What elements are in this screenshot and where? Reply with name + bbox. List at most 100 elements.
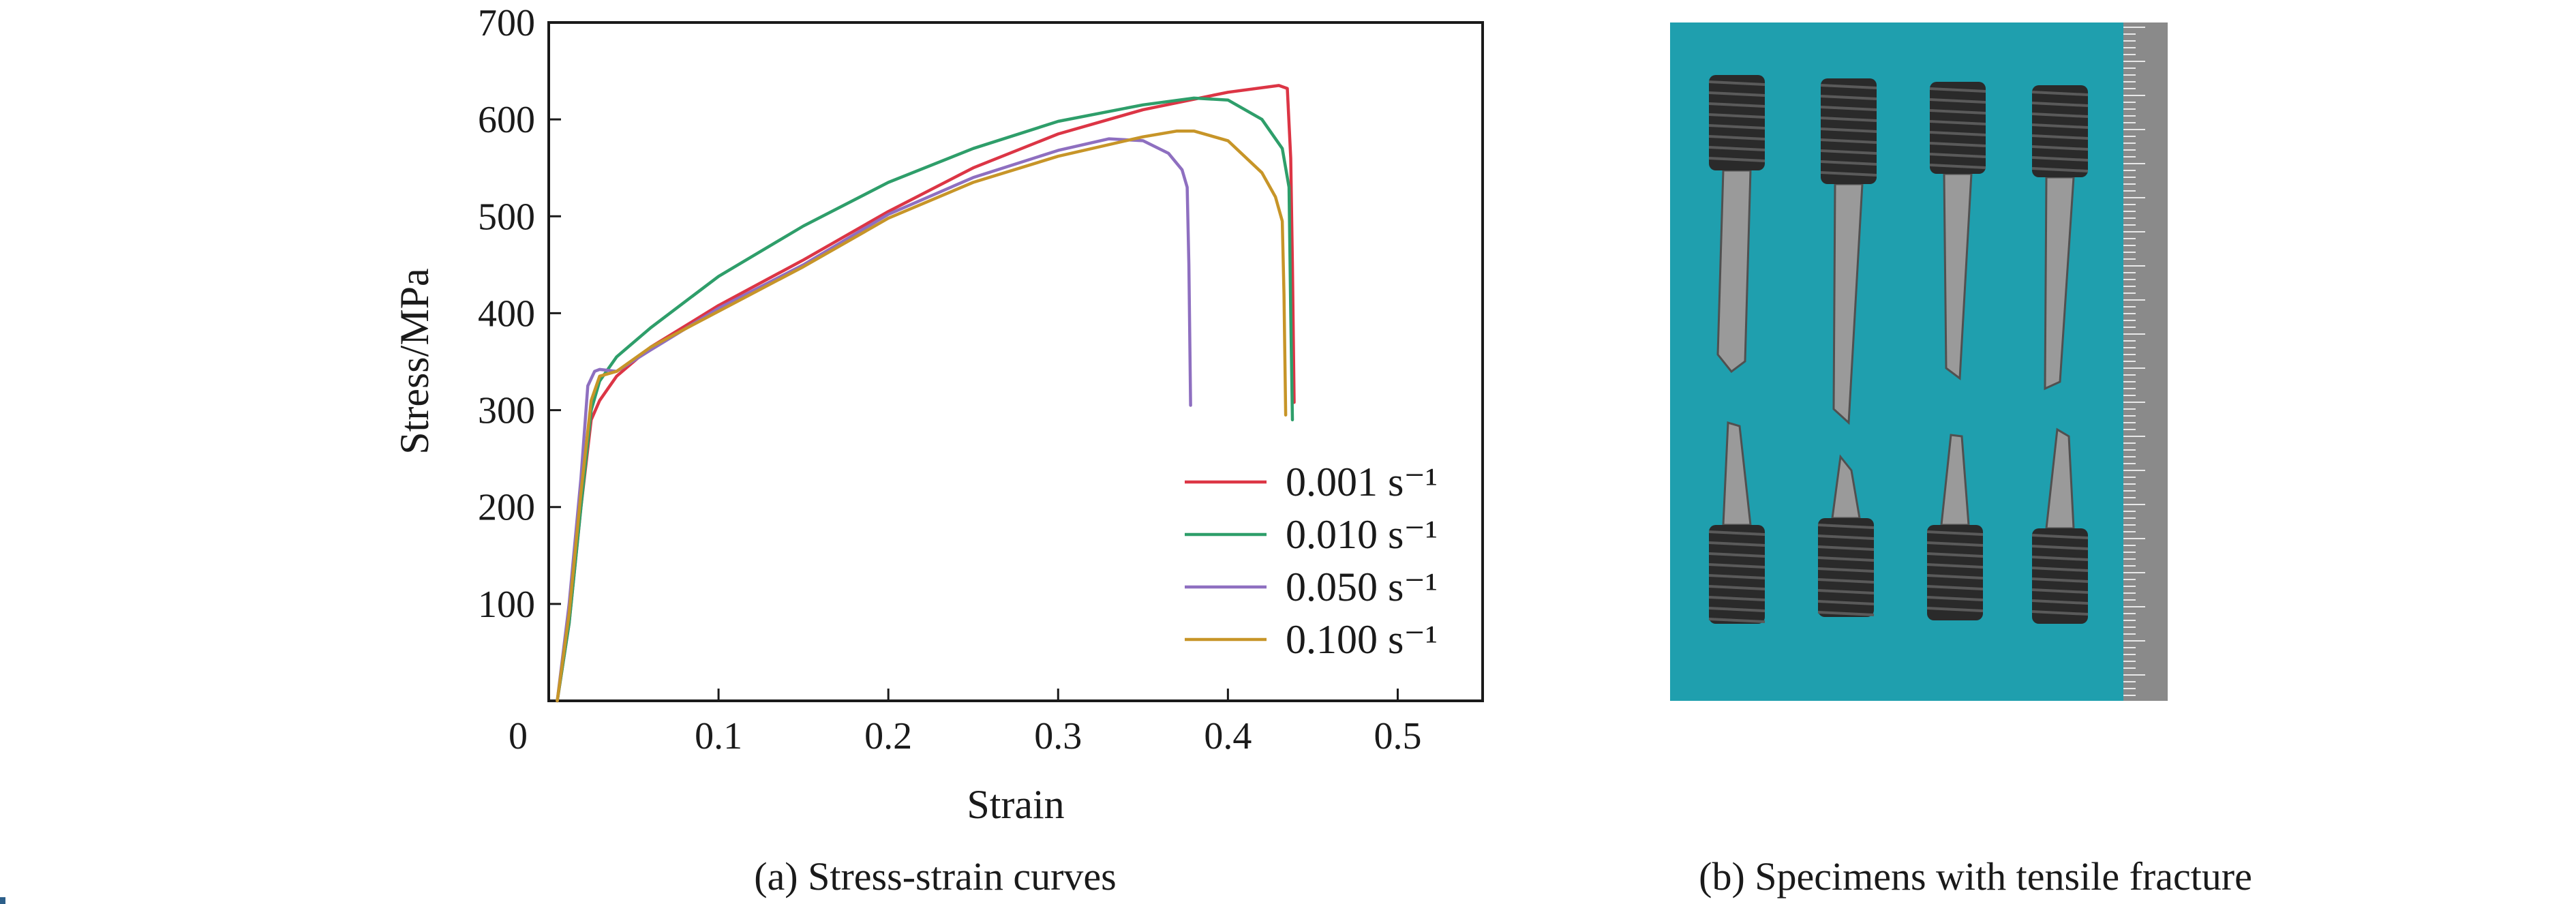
thread-ridge bbox=[1926, 607, 1984, 612]
thread-ridge bbox=[2031, 556, 2089, 561]
thread-ridge bbox=[1708, 563, 1766, 569]
thread-ridge bbox=[1929, 153, 1986, 158]
specimen-top-3 bbox=[1929, 82, 1986, 380]
x-tick-label: 0.4 bbox=[1204, 715, 1252, 757]
thread-ridge bbox=[1820, 84, 1877, 89]
thread-ridge bbox=[2031, 534, 2089, 539]
thread-ridge bbox=[1708, 552, 1766, 558]
thread-ridge bbox=[2031, 123, 2089, 129]
y-tick-label: 700 bbox=[478, 2, 535, 44]
chart-legend: 0.001 s⁻¹ 0.010 s⁻¹ 0.050 s⁻¹ 0.100 s⁻¹ bbox=[1185, 459, 1438, 662]
thread-ridge bbox=[1929, 87, 1986, 93]
x-axis-ticks: 0 0.1 0.2 0.3 0.4 0.5 bbox=[509, 689, 1421, 757]
thread-ridge bbox=[1708, 596, 1766, 601]
thread-ridge bbox=[1926, 552, 1984, 558]
thread-ridge bbox=[1820, 127, 1877, 133]
thread-ridge bbox=[1929, 142, 1986, 147]
x-tick-label: 0.2 bbox=[864, 715, 912, 757]
x-axis-label: Strain bbox=[967, 782, 1064, 827]
thread-ridge bbox=[1708, 541, 1766, 547]
thread-ridge bbox=[2031, 610, 2089, 616]
specimen-thread bbox=[2032, 85, 2088, 177]
thread-ridge bbox=[1929, 164, 1986, 169]
thread-ridge bbox=[2031, 567, 2089, 572]
ruler bbox=[2123, 22, 2168, 701]
thread-ridge bbox=[1820, 160, 1877, 166]
specimen-thread bbox=[2032, 528, 2088, 624]
specimen-thread bbox=[1709, 75, 1765, 170]
thread-ridge bbox=[1926, 574, 1984, 579]
thread-ridge bbox=[1817, 600, 1875, 605]
thread-ridge bbox=[1708, 574, 1766, 579]
specimen-thread bbox=[1927, 525, 1983, 620]
thread-ridge bbox=[2031, 112, 2089, 118]
y-tick-label: 300 bbox=[478, 390, 535, 432]
thread-ridge bbox=[1926, 585, 1984, 590]
thread-ridge bbox=[2031, 599, 2089, 605]
caption-a: (a) Stress-strain curves bbox=[754, 854, 1117, 899]
y-tick-label: 500 bbox=[478, 196, 535, 238]
edge-marker bbox=[0, 897, 5, 904]
thread-ridge bbox=[1817, 589, 1875, 594]
legend-entry: 0.001 s⁻¹ bbox=[1286, 459, 1438, 504]
thread-ridge bbox=[1817, 556, 1875, 562]
thread-ridge bbox=[1708, 113, 1766, 119]
thread-ridge bbox=[1817, 545, 1875, 551]
thread-ridge bbox=[1820, 106, 1877, 111]
x-tick-label: 0 bbox=[509, 715, 528, 757]
thread-ridge bbox=[2031, 577, 2089, 583]
thread-ridge bbox=[1817, 567, 1875, 573]
x-tick-label: 0.1 bbox=[695, 715, 742, 757]
thread-ridge bbox=[1929, 98, 1986, 104]
thread-ridge bbox=[1708, 135, 1766, 140]
y-axis-ticks: 100 200 300 400 500 600 700 bbox=[478, 2, 561, 626]
thread-ridge bbox=[1926, 530, 1984, 536]
thread-ridge bbox=[1708, 80, 1766, 86]
y-tick-label: 100 bbox=[478, 584, 535, 626]
thread-ridge bbox=[2031, 167, 2089, 172]
legend-entry: 0.050 s⁻¹ bbox=[1286, 564, 1438, 609]
specimen-top-2 bbox=[1820, 78, 1877, 425]
thread-ridge bbox=[2031, 102, 2089, 107]
specimen-shaft bbox=[1716, 169, 1752, 374]
x-tick-label: 0.3 bbox=[1034, 715, 1082, 757]
thread-ridge bbox=[1708, 146, 1766, 151]
thread-ridge bbox=[1708, 530, 1766, 536]
thread-ridge bbox=[2031, 545, 2089, 550]
specimen-bottom-2 bbox=[1817, 454, 1875, 617]
specimens bbox=[1708, 75, 2089, 624]
specimen-bottom-4 bbox=[2031, 427, 2089, 624]
thread-ridge bbox=[2031, 134, 2089, 140]
specimen-thread bbox=[1930, 82, 1986, 174]
y-axis-label: Stress/MPa bbox=[392, 268, 437, 454]
thread-ridge bbox=[1708, 124, 1766, 130]
thread-ridge bbox=[1708, 91, 1766, 97]
specimen-bottom-1 bbox=[1708, 421, 1766, 624]
series-line-3 bbox=[556, 137, 1192, 703]
caption-b: (b) Specimens with tensile fracture bbox=[1699, 854, 2252, 899]
legend-entry: 0.100 s⁻¹ bbox=[1286, 617, 1438, 662]
series-line-2 bbox=[556, 96, 1294, 703]
specimen-photo bbox=[1670, 22, 2168, 701]
specimen-top-4 bbox=[2031, 85, 2089, 391]
thread-ridge bbox=[1817, 611, 1875, 616]
thread-ridge bbox=[2031, 588, 2089, 594]
thread-ridge bbox=[1817, 524, 1875, 529]
thread-ridge bbox=[1820, 149, 1877, 155]
thread-ridge bbox=[1929, 109, 1986, 115]
thread-ridge bbox=[1929, 120, 1986, 125]
thread-ridge bbox=[1820, 117, 1877, 122]
ruler-ticks bbox=[2123, 27, 2145, 696]
thread-ridge bbox=[1708, 618, 1766, 623]
thread-ridge bbox=[1926, 563, 1984, 569]
y-tick-label: 400 bbox=[478, 292, 535, 335]
thread-ridge bbox=[1820, 171, 1877, 177]
thread-ridge bbox=[2031, 156, 2089, 162]
thread-ridge bbox=[1926, 596, 1984, 601]
legend-entry: 0.010 s⁻¹ bbox=[1286, 512, 1438, 557]
x-tick-label: 0.5 bbox=[1374, 715, 1421, 757]
thread-ridge bbox=[1817, 534, 1875, 540]
thread-ridge bbox=[1708, 102, 1766, 108]
thread-ridge bbox=[1708, 585, 1766, 590]
